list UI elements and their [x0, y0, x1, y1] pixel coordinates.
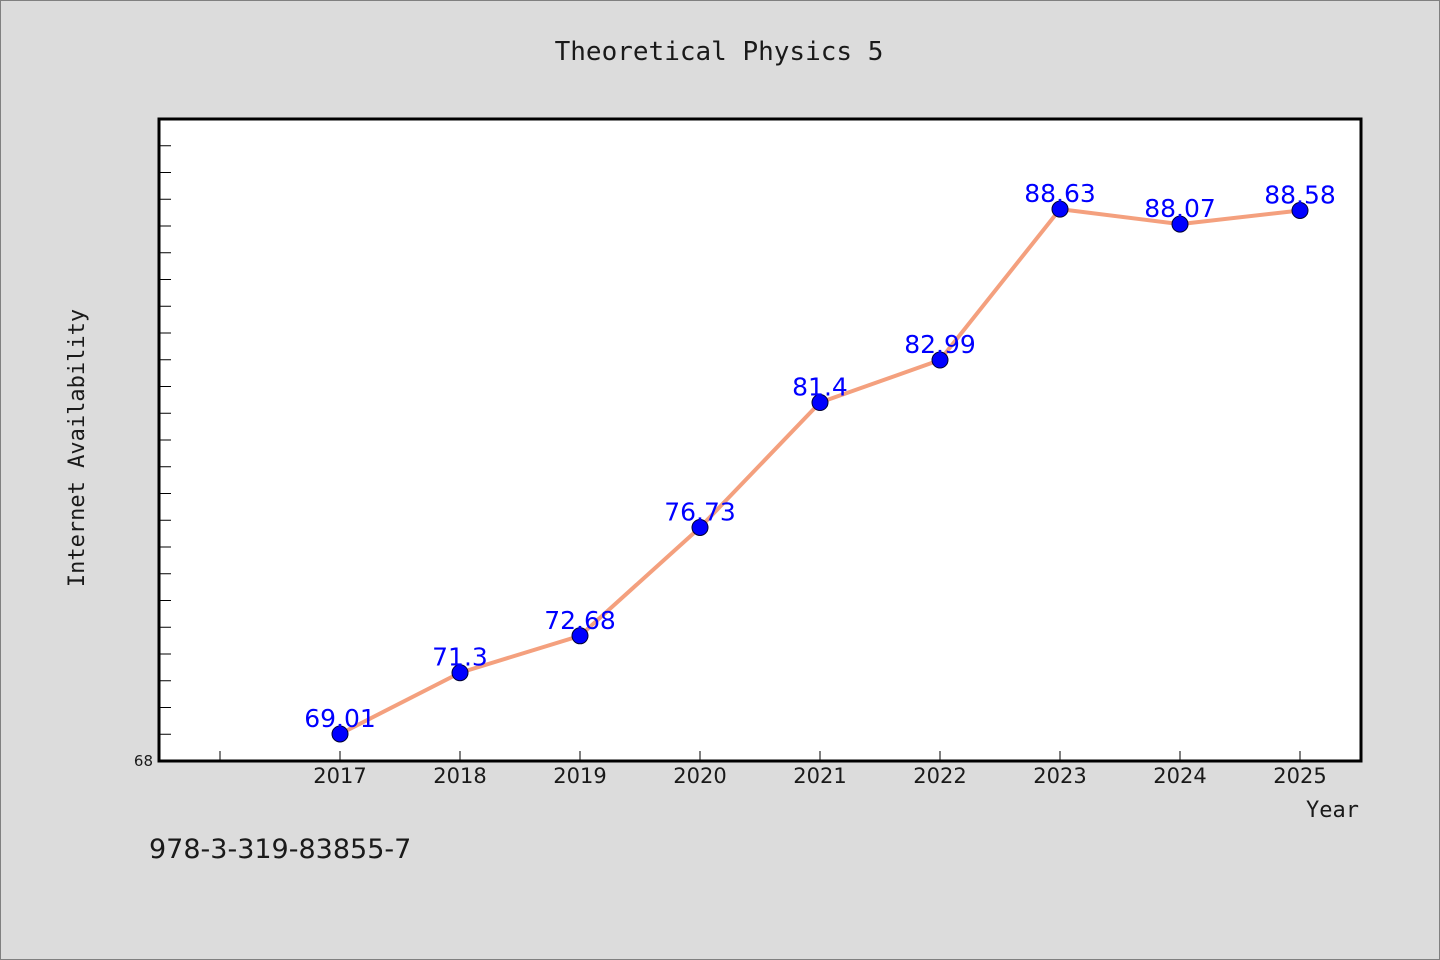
data-point [1291, 201, 1309, 219]
series-markers [331, 200, 1309, 743]
data-point [331, 725, 349, 743]
y-axis-label: Internet Availability [65, 309, 90, 587]
data-point [451, 664, 469, 682]
data-point [931, 351, 949, 369]
x-axis-label: Year [1306, 798, 1359, 823]
x-tick-label: 2025 [1273, 764, 1326, 788]
data-point [691, 518, 709, 536]
data-label: 71.3 [432, 643, 488, 672]
data-label: 72.68 [544, 606, 616, 635]
isbn-footer: 978-3-319-83855-7 [149, 834, 412, 865]
plot-area [157, 117, 1363, 763]
data-label: 81.4 [792, 373, 848, 402]
data-label: 88.07 [1144, 194, 1216, 223]
x-axis-tick-labels: 2017 2018 2019 2020 2021 2022 2023 2024 2025 [313, 764, 1326, 788]
x-tick-label: 2024 [1153, 764, 1206, 788]
data-label: 69.01 [304, 704, 376, 733]
data-label: 82.99 [904, 330, 976, 359]
y-tick-label-min: 68 [134, 752, 153, 770]
data-label: 76.73 [664, 497, 736, 526]
data-labels: 69.01 71.3 72.68 76.73 81.4 82.99 88.63 88.07 88… [304, 179, 1336, 733]
data-point [811, 394, 829, 412]
data-label: 88.58 [1264, 180, 1336, 209]
data-point [1171, 215, 1189, 233]
chart-title: Theoretical Physics 5 [555, 37, 884, 67]
y-axis-ticks [159, 145, 171, 735]
x-tick-label: 2017 [313, 764, 366, 788]
x-tick-label: 2023 [1033, 764, 1086, 788]
x-axis-ticks [219, 751, 1301, 761]
data-point [1051, 200, 1069, 218]
data-point [571, 627, 589, 645]
x-tick-label: 2019 [553, 764, 606, 788]
x-tick-label: 2021 [793, 764, 846, 788]
x-tick-label: 2022 [913, 764, 966, 788]
data-label: 88.63 [1024, 179, 1096, 208]
x-tick-label: 2018 [433, 764, 486, 788]
x-tick-label: 2020 [673, 764, 726, 788]
